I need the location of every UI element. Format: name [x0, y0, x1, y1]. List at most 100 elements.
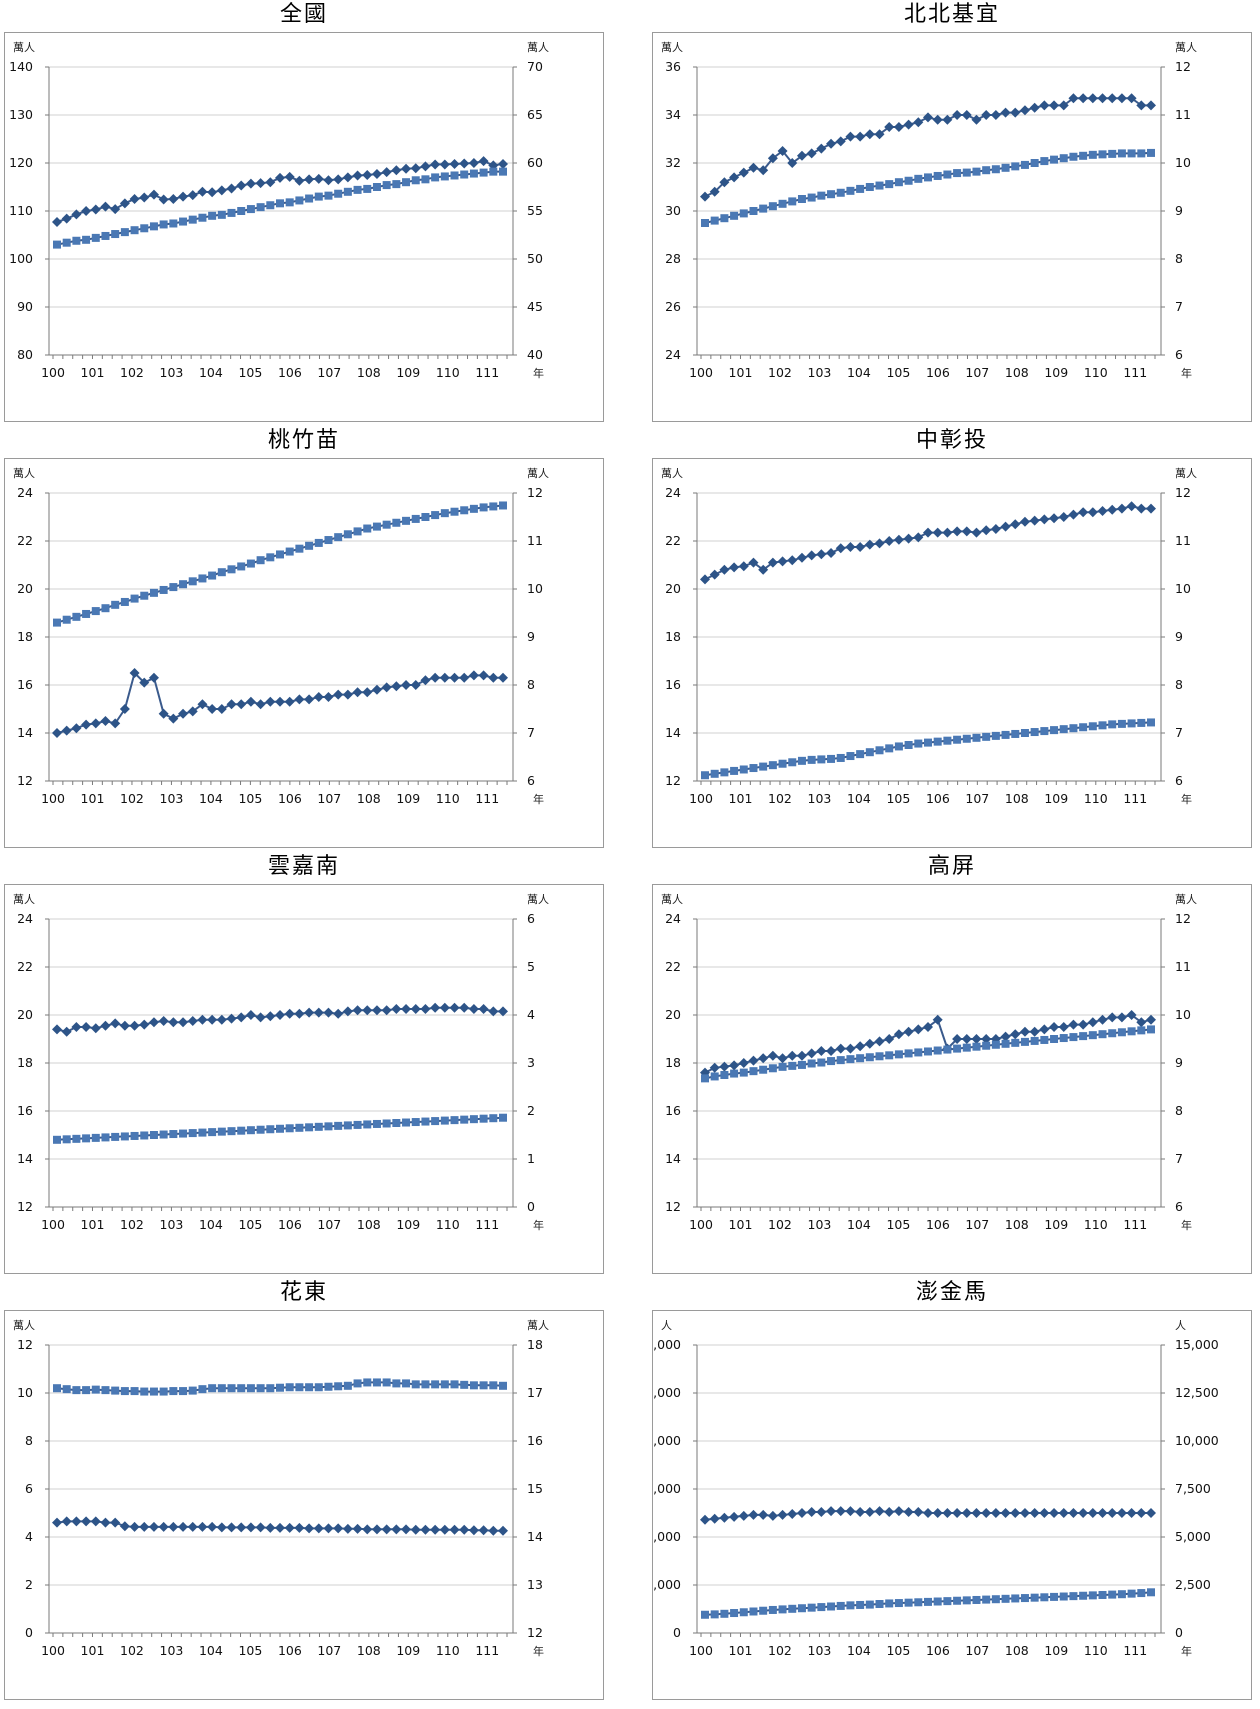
data-point-square [1069, 1033, 1078, 1042]
x-tick-label: 103 [160, 1643, 184, 1658]
left-tick-label: 22 [17, 959, 33, 974]
x-tick-label: 106 [926, 365, 950, 380]
x-tick-label: 111 [1123, 1217, 1147, 1232]
data-point-square [1108, 1029, 1117, 1038]
data-point-diamond [884, 1507, 895, 1518]
data-point-square [111, 1132, 120, 1141]
left-axis-unit: 萬人 [13, 1319, 35, 1332]
x-tick-label: 103 [808, 1217, 832, 1232]
data-point-diamond [81, 206, 92, 216]
x-tick-label: 111 [1123, 791, 1147, 806]
data-point-square [1108, 149, 1117, 158]
data-point-diamond [709, 186, 720, 197]
x-tick-label: 103 [808, 1643, 832, 1658]
data-point-square [943, 1597, 952, 1606]
data-point-square [827, 1057, 836, 1066]
data-point-diamond [468, 1525, 479, 1536]
data-point-square [460, 170, 469, 179]
data-point-square [894, 178, 903, 187]
data-point-diamond [187, 190, 198, 201]
x-tick-label: 103 [160, 791, 184, 806]
data-point-diamond [459, 1002, 470, 1013]
data-point-square [1040, 1593, 1049, 1602]
data-point-square [343, 1121, 352, 1130]
data-point-diamond [255, 1522, 266, 1533]
data-point-square [739, 765, 748, 774]
data-point-square [188, 1386, 197, 1395]
data-point-square [266, 1125, 275, 1134]
data-point-square [807, 1059, 816, 1068]
data-point-square [788, 1061, 797, 1070]
x-tick-label: 107 [965, 1217, 989, 1232]
data-point-square [982, 1041, 991, 1050]
data-point-square [1117, 719, 1126, 728]
data-point-square [768, 202, 777, 211]
data-point-diamond [129, 1020, 140, 1031]
data-point-diamond [1107, 504, 1118, 515]
data-point-square [450, 171, 459, 180]
data-point-diamond [1049, 1508, 1060, 1518]
data-point-diamond [168, 713, 179, 724]
data-point-square [169, 583, 178, 592]
data-point-square [295, 1123, 304, 1132]
data-point-diamond [119, 1020, 130, 1031]
data-point-diamond [1029, 515, 1040, 526]
data-point-diamond [430, 672, 441, 683]
chart-title: 全國 [279, 2, 328, 27]
x-tick-label: 108 [1005, 1217, 1029, 1232]
data-point-square [1088, 722, 1097, 731]
right-tick-label: 10 [1175, 155, 1191, 170]
left-tick-label: 100 [9, 251, 33, 266]
data-point-diamond [923, 1022, 933, 1032]
data-point-diamond [1136, 503, 1147, 514]
data-point-diamond [236, 1522, 247, 1533]
data-point-diamond [990, 1508, 1001, 1518]
right-tick-label: 5 [527, 959, 535, 974]
data-point-diamond [758, 1053, 769, 1064]
x-tick-label: 108 [357, 1643, 381, 1658]
data-point-diamond [148, 1521, 159, 1532]
data-point-square [836, 188, 845, 197]
data-point-diamond [197, 699, 208, 710]
data-point-square [856, 750, 865, 759]
right-axis-unit: 萬人 [527, 1319, 549, 1332]
data-point-diamond [729, 1060, 740, 1071]
data-point-square [885, 1599, 894, 1608]
data-point-diamond [1146, 503, 1156, 514]
data-point-diamond [777, 556, 788, 567]
data-point-diamond [1136, 1508, 1147, 1518]
data-point-diamond [990, 110, 1001, 120]
x-axis-unit: 年 [1181, 792, 1192, 806]
data-point-square [730, 1609, 739, 1618]
data-point-square [972, 733, 981, 742]
data-point-square [343, 187, 352, 196]
data-point-diamond [758, 165, 769, 176]
data-point-diamond [401, 1524, 412, 1535]
data-point-square [827, 190, 836, 199]
data-point-diamond [119, 198, 130, 209]
chart-svg: 12 14 16 18 20 22 24 6 7 8 9 10 11 12 100 101 102 103 104 1… [661, 467, 1197, 806]
data-point-diamond [981, 525, 992, 536]
data-point-diamond [738, 561, 749, 572]
x-tick-label: 101 [81, 791, 105, 806]
x-tick-label: 104 [199, 1217, 223, 1232]
x-tick-label: 101 [729, 791, 753, 806]
x-tick-label: 106 [926, 1643, 950, 1658]
data-point-diamond [362, 687, 373, 698]
data-point-square [914, 1048, 923, 1057]
data-point-square [807, 193, 816, 202]
data-point-diamond [333, 1008, 344, 1019]
right-tick-label: 8 [527, 677, 535, 692]
x-tick-label: 105 [886, 1643, 910, 1658]
data-point-square [1059, 154, 1068, 163]
data-point-diamond [1039, 1024, 1050, 1035]
x-tick-label: 108 [1005, 365, 1029, 380]
data-point-diamond [352, 1523, 363, 1534]
data-point-diamond [1029, 1508, 1040, 1518]
data-point-diamond [952, 1034, 963, 1044]
data-point-diamond [796, 150, 807, 161]
data-point-diamond [245, 696, 256, 707]
x-axis-unit: 年 [533, 1644, 544, 1658]
data-point-square [402, 1379, 411, 1388]
data-point-square [846, 1601, 855, 1610]
